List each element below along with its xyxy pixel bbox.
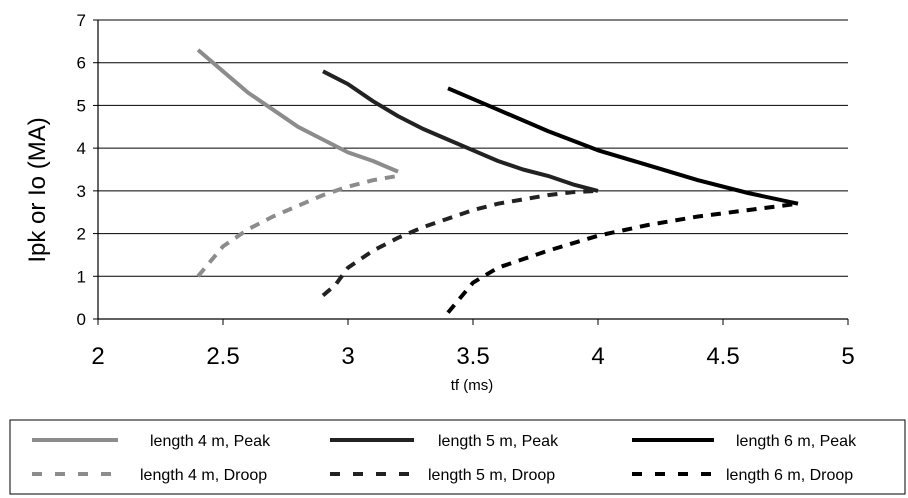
x-tick-label: 2.5 xyxy=(206,343,239,370)
x-tick-label: 3 xyxy=(341,343,354,370)
series-line-length-4-m-peak xyxy=(196,48,399,174)
y-tick-label: 1 xyxy=(77,267,86,286)
y-tick-label: 6 xyxy=(77,54,86,73)
legend-label: length 5 m, Droop xyxy=(428,467,555,484)
legend-box xyxy=(9,419,906,495)
y-tick-label: 2 xyxy=(77,225,86,244)
x-tick-label: 4.5 xyxy=(706,343,739,370)
tick-labels: 0 1 2 3 4 5 6 7 2 2.5 3 3.5 4 4.5 5 xyxy=(77,11,855,370)
y-tick-label: 0 xyxy=(77,310,86,329)
series-line-length-5-m-droop xyxy=(321,188,599,298)
gridlines xyxy=(98,19,848,277)
series-lines xyxy=(196,48,799,314)
y-axis-title: Ipk or Io (MA) xyxy=(24,117,51,262)
legend-label: length 5 m, Peak xyxy=(438,433,559,450)
legend-label: length 6 m, Peak xyxy=(736,433,857,450)
y-tick-label: 7 xyxy=(77,11,86,30)
series-line-length-6-m-droop xyxy=(446,201,799,314)
series-line-length-4-m-droop xyxy=(196,173,399,278)
y-tick-label: 3 xyxy=(77,182,86,201)
series-line-length-5-m-peak xyxy=(322,69,599,193)
x-tick-label: 5 xyxy=(841,343,854,370)
series-line-length-6-m-peak xyxy=(447,86,799,206)
x-axis-title: tf (ms) xyxy=(451,377,494,394)
legend-label: length 4 m, Droop xyxy=(140,467,267,484)
x-tick-label: 4 xyxy=(591,343,604,370)
y-tick-label: 5 xyxy=(77,96,86,115)
legend-label: length 4 m, Peak xyxy=(150,433,271,450)
x-tick-label: 2 xyxy=(91,343,104,370)
legend: length 4 m, Peak length 5 m, Peak length 6… xyxy=(9,419,906,495)
legend-label: length 6 m, Droop xyxy=(726,467,853,484)
axes xyxy=(93,19,849,325)
y-tick-label: 4 xyxy=(77,139,86,158)
x-tick-label: 3.5 xyxy=(456,343,489,370)
